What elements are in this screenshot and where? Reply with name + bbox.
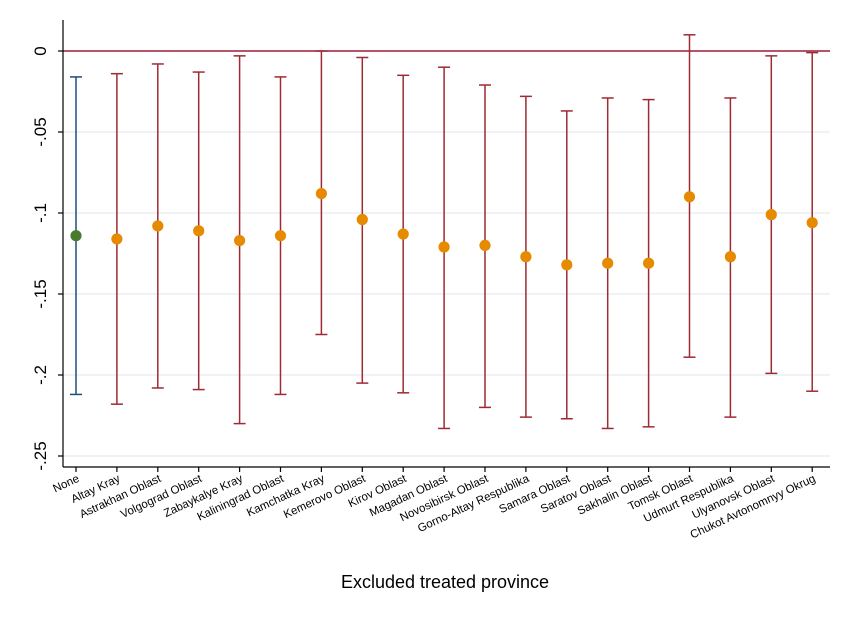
point-estimate <box>70 230 82 242</box>
point-estimate <box>602 257 614 269</box>
y-tick-label: 0 <box>31 46 50 55</box>
y-tick-label: -.25 <box>31 441 50 470</box>
point-estimate <box>315 187 327 200</box>
point-estimate <box>643 257 655 269</box>
y-tick-label: -.15 <box>31 279 50 308</box>
point-estimate <box>479 239 491 251</box>
point-estimate <box>111 233 123 245</box>
point-estimate <box>274 230 287 242</box>
point-estimate <box>438 241 450 253</box>
point-estimate <box>152 220 164 232</box>
point-estimate <box>806 217 818 229</box>
point-estimate <box>397 228 409 240</box>
y-tick-labels: 0 -.05 -.1 -.15 -.2 -.25 <box>31 46 50 470</box>
point-estimate <box>724 251 737 263</box>
point-estimate <box>193 225 205 237</box>
y-tick-label: -.1 <box>31 203 50 223</box>
axes <box>58 20 830 472</box>
grid-lines <box>63 131 830 457</box>
confidence-intervals <box>70 34 819 430</box>
point-estimate <box>561 259 573 271</box>
point-estimate <box>356 213 368 226</box>
y-tick-label: -.2 <box>31 365 50 385</box>
point-estimate <box>765 209 777 221</box>
point-estimate <box>683 191 696 203</box>
y-tick-label: -.05 <box>31 117 50 146</box>
x-axis-title: Excluded treated province <box>341 572 549 592</box>
point-estimates <box>70 187 818 271</box>
point-estimate <box>520 251 532 263</box>
point-estimate <box>234 234 246 247</box>
